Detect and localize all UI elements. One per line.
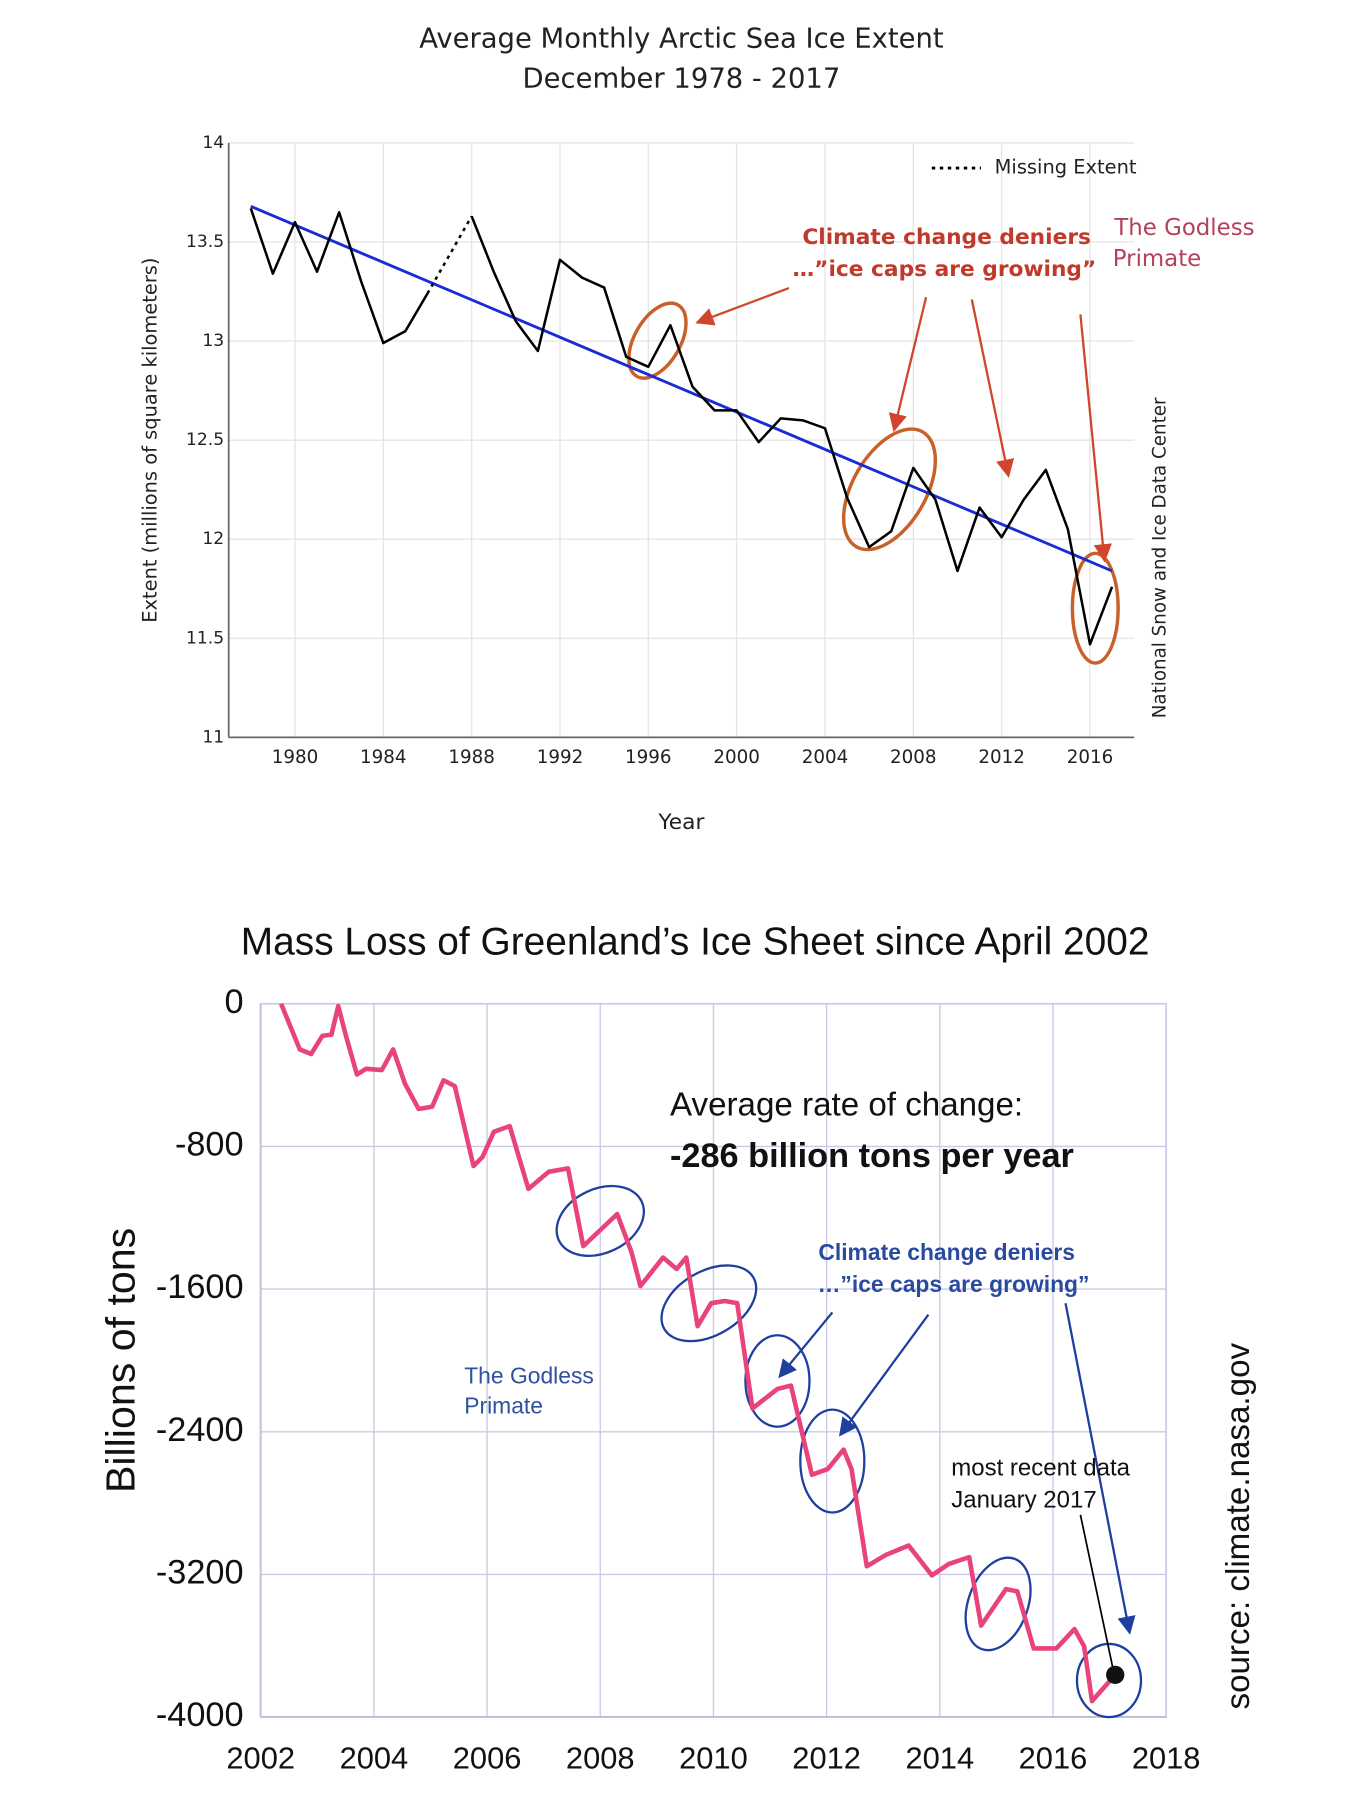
arrow <box>1064 1303 1136 1635</box>
x-tick-label: 2002 <box>226 1741 295 1776</box>
annotation: …”ice caps are growing” <box>818 1271 1090 1297</box>
x-tick-label: 2000 <box>713 747 760 768</box>
pointer-line <box>1079 1514 1115 1672</box>
x-tick-label: 2016 <box>1067 747 1114 768</box>
source-label: source: climate.nasa.gov <box>1220 1342 1257 1709</box>
x-tick-label: 2010 <box>679 1741 748 1776</box>
y-tick-label: 11.5 <box>186 628 224 648</box>
x-tick-label: 2014 <box>905 1741 974 1776</box>
annotation: -286 billion tons per year <box>670 1137 1074 1175</box>
y-tick-label: 12.5 <box>186 430 224 450</box>
annotation: …”ice caps are growing” <box>792 257 1096 282</box>
y-tick-label: -800 <box>175 1125 244 1163</box>
latest-point <box>1106 1665 1125 1684</box>
trend-line <box>250 204 1113 573</box>
arrows <box>695 287 1112 563</box>
arrow <box>838 1314 930 1437</box>
chart-title: Mass Loss of Greenland’s Ice Sheet since… <box>241 921 1150 964</box>
y-tick-label: -1600 <box>156 1268 244 1306</box>
y-tick-label: -4000 <box>156 1696 244 1734</box>
x-tick-label: 2012 <box>978 747 1025 768</box>
x-tick-label: 2008 <box>566 1741 635 1776</box>
author-label: Primate <box>1113 246 1201 272</box>
x-tick-label: 2012 <box>792 1741 861 1776</box>
plot-frame <box>259 1002 1168 1718</box>
data-line <box>278 1002 1117 1704</box>
x-tick-label: 2018 <box>1132 1741 1201 1776</box>
arrow <box>695 287 790 326</box>
scribbles <box>627 301 1120 665</box>
arrow <box>778 1311 834 1379</box>
chart-title: Average Monthly Arctic Sea Ice Extent <box>419 24 944 55</box>
annotation: most recent data <box>951 1454 1130 1481</box>
arrows <box>778 1303 1136 1635</box>
highlight-circle <box>555 1184 645 1257</box>
arrow <box>1079 314 1112 563</box>
arrow <box>888 296 928 433</box>
highlight-circle <box>660 1264 758 1343</box>
y-tick-label: 11 <box>202 727 224 747</box>
y-tick-label: 13 <box>202 331 224 351</box>
x-tick-label: 1996 <box>625 747 672 768</box>
author-label: Primate <box>464 1392 543 1418</box>
highlight-circle <box>627 301 688 380</box>
highlight-circle <box>841 427 938 552</box>
source-label: National Snow and Ice Data Center <box>1149 397 1170 718</box>
highlight-circle <box>744 1334 811 1428</box>
arrow <box>970 299 1015 478</box>
x-tick-label: 2006 <box>453 1741 522 1776</box>
annotation: January 2017 <box>951 1486 1096 1513</box>
x-tick-label: 2004 <box>340 1741 409 1776</box>
x-tick-label: 2008 <box>890 747 937 768</box>
x-tick-label: 1988 <box>448 747 495 768</box>
y-tick-label: -3200 <box>156 1554 244 1592</box>
x-tick-label: 1992 <box>537 747 584 768</box>
x-tick-label: 1984 <box>360 747 407 768</box>
x-tick-label: 1980 <box>272 747 319 768</box>
y-axis-label: Extent (millions of square kilometers) <box>138 258 161 623</box>
y-tick-label: 12 <box>202 529 224 549</box>
y-tick-label: 14 <box>202 133 224 153</box>
annotation: Climate change deniers <box>818 1239 1075 1265</box>
annotation: Climate change deniers <box>802 225 1091 250</box>
highlight-circle <box>1075 1642 1143 1719</box>
author-label: The Godless <box>464 1363 594 1389</box>
missing-line <box>426 215 473 295</box>
y-tick-label: -2400 <box>156 1411 244 1449</box>
chart-subtitle: December 1978 - 2017 <box>523 64 841 95</box>
annotation: Average rate of change: <box>670 1086 1023 1123</box>
sea-ice-chart: 11 11.5 12 12.5 13 13.5 14 1980 1984 1988 1992 1996… <box>138 24 1254 836</box>
axes: 0 -800 -1600 -2400 -3200 -4000 2002 2004 2006 200… <box>156 983 1201 1776</box>
y-tick-label: 0 <box>224 983 243 1021</box>
legend-label: Missing Extent <box>995 156 1137 179</box>
x-tick-label: 2004 <box>802 747 849 768</box>
y-tick-label: 13.5 <box>186 232 224 252</box>
y-axis-label: Billions of tons <box>97 1228 143 1493</box>
highlight-circle <box>799 1408 866 1514</box>
greenland-chart: 0 -800 -1600 -2400 -3200 -4000 2002 2004 2006 200… <box>97 921 1257 1776</box>
x-tick-label: 2016 <box>1019 1741 1088 1776</box>
x-axis-label: Year <box>657 810 704 835</box>
author-label: The Godless <box>1113 215 1254 241</box>
data-line <box>249 207 1114 646</box>
